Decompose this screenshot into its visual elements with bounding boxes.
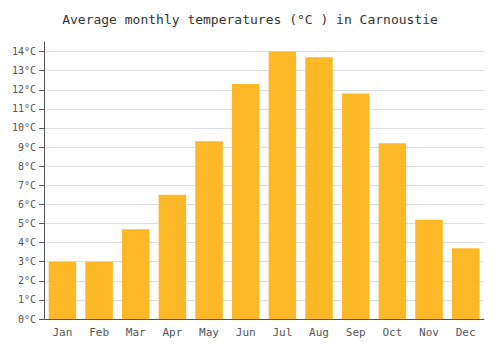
svg-text:3°C: 3°C xyxy=(18,256,36,267)
svg-text:Jan: Jan xyxy=(52,326,72,339)
svg-text:10°C: 10°C xyxy=(12,122,36,133)
svg-text:Oct: Oct xyxy=(382,326,402,339)
svg-text:Jul: Jul xyxy=(272,326,292,339)
svg-text:14°C: 14°C xyxy=(12,46,36,57)
svg-text:Sep: Sep xyxy=(346,326,366,339)
svg-text:Nov: Nov xyxy=(419,326,439,339)
svg-text:2°C: 2°C xyxy=(18,275,36,286)
svg-text:7°C: 7°C xyxy=(18,180,36,191)
svg-text:9°C: 9°C xyxy=(18,142,36,153)
svg-text:Aug: Aug xyxy=(309,326,329,339)
svg-text:11°C: 11°C xyxy=(12,103,36,114)
svg-text:Feb: Feb xyxy=(89,326,109,339)
svg-text:May: May xyxy=(199,326,219,339)
svg-text:1°C: 1°C xyxy=(18,294,36,305)
svg-text:5°C: 5°C xyxy=(18,218,36,229)
svg-text:Jun: Jun xyxy=(236,326,256,339)
svg-text:6°C: 6°C xyxy=(18,199,36,210)
svg-text:12°C: 12°C xyxy=(12,84,36,95)
svg-text:8°C: 8°C xyxy=(18,161,36,172)
svg-text:4°C: 4°C xyxy=(18,237,36,248)
svg-text:Apr: Apr xyxy=(162,326,182,339)
svg-text:13°C: 13°C xyxy=(12,65,36,76)
svg-text:Average monthly temperatures (: Average monthly temperatures (°C ) in Ca… xyxy=(62,12,438,27)
svg-text:Mar: Mar xyxy=(126,326,146,339)
svg-text:0°C: 0°C xyxy=(18,314,36,325)
svg-text:Dec: Dec xyxy=(456,326,476,339)
